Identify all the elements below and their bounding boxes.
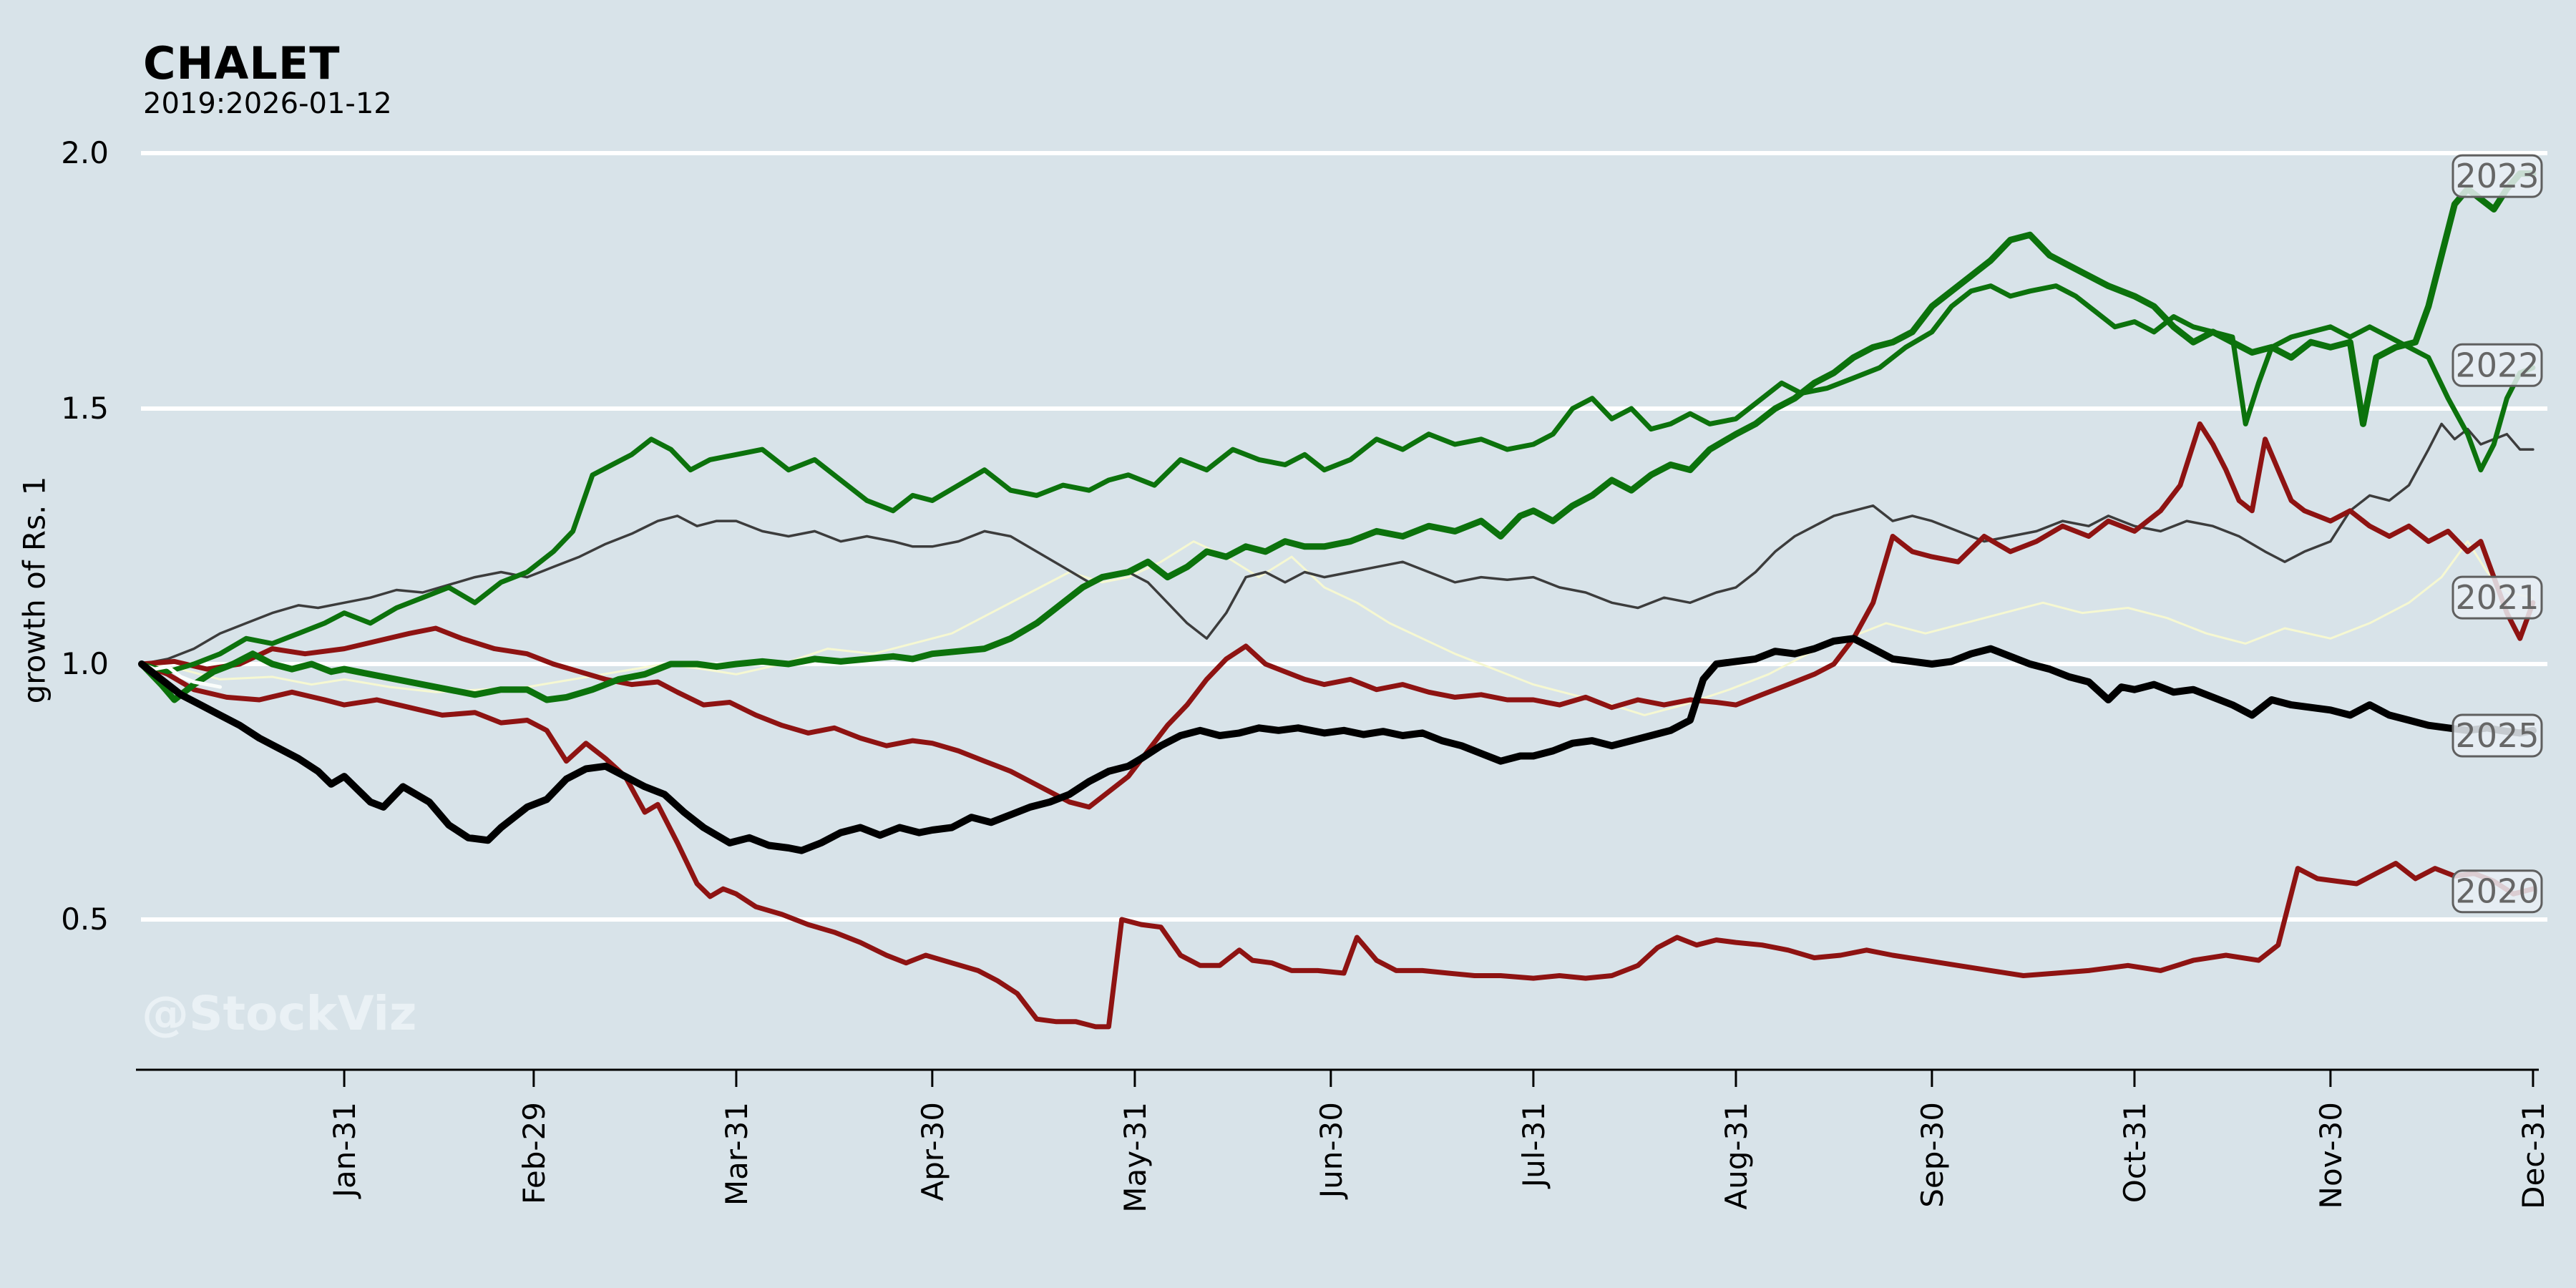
year-label-2021: 2021 xyxy=(2451,575,2543,620)
year-label-text-2021: 2021 xyxy=(2455,578,2539,617)
year-label-2022: 2022 xyxy=(2451,343,2543,387)
page-title: CHALET xyxy=(143,37,341,89)
year-label-box-2021 xyxy=(2451,575,2543,620)
year-label-box-2023 xyxy=(2451,154,2543,198)
x-tick-label-Aug-31: Aug-31 xyxy=(1719,1102,1754,1210)
y-tick-label-1.0: 1.0 xyxy=(61,646,109,681)
watermark: @StockViz xyxy=(142,986,417,1041)
year-label-text-2022: 2022 xyxy=(2455,346,2539,384)
year-label-box-2025 xyxy=(2451,713,2543,758)
series-line-2021 xyxy=(139,421,2536,810)
series-line-2024 xyxy=(140,422,2534,665)
x-tick-label-Oct-31: Oct-31 xyxy=(2117,1102,2152,1203)
y-tick-label-2.0: 2.0 xyxy=(61,135,109,170)
year-label-2025: 2025 xyxy=(2451,713,2543,758)
x-tick-label-Jun-30: Jun-30 xyxy=(1314,1102,1349,1200)
y-axis-title: growth of Rs. 1 xyxy=(16,476,52,704)
x-tick-label-Dec-31: Dec-31 xyxy=(2516,1102,2551,1209)
y-tick-label-0.5: 0.5 xyxy=(61,902,109,937)
series-line-2026 xyxy=(140,662,223,689)
x-tick-label-Apr-30: Apr-30 xyxy=(915,1102,950,1201)
series-line-2022 xyxy=(139,283,2536,675)
x-tick-label-May-31: May-31 xyxy=(1118,1102,1153,1213)
series-line-2020 xyxy=(139,661,2536,1030)
year-label-box-2020 xyxy=(2451,869,2543,914)
x-tick-label-Jul-31: Jul-31 xyxy=(1516,1102,1551,1189)
year-label-box-2022 xyxy=(2451,343,2543,387)
series-line-2023 xyxy=(138,170,2537,703)
series-line-2025 xyxy=(138,635,2537,854)
year-label-text-2025: 2025 xyxy=(2455,716,2539,755)
x-tick-label-Feb-29: Feb-29 xyxy=(517,1102,552,1204)
page-subtitle: 2019:2026-01-12 xyxy=(143,87,392,120)
year-label-text-2023: 2023 xyxy=(2455,157,2539,195)
year-label-text-2020: 2020 xyxy=(2455,872,2539,911)
x-tick-label-Jan-31: Jan-31 xyxy=(327,1102,362,1199)
year-label-2023: 2023 xyxy=(2451,154,2543,198)
x-tick-label-Sep-30: Sep-30 xyxy=(1915,1102,1950,1208)
year-label-2020: 2020 xyxy=(2451,869,2543,914)
x-tick-label-Nov-30: Nov-30 xyxy=(2313,1102,2348,1209)
x-tick-label-Mar-31: Mar-31 xyxy=(719,1102,754,1206)
y-tick-label-1.5: 1.5 xyxy=(61,391,109,426)
